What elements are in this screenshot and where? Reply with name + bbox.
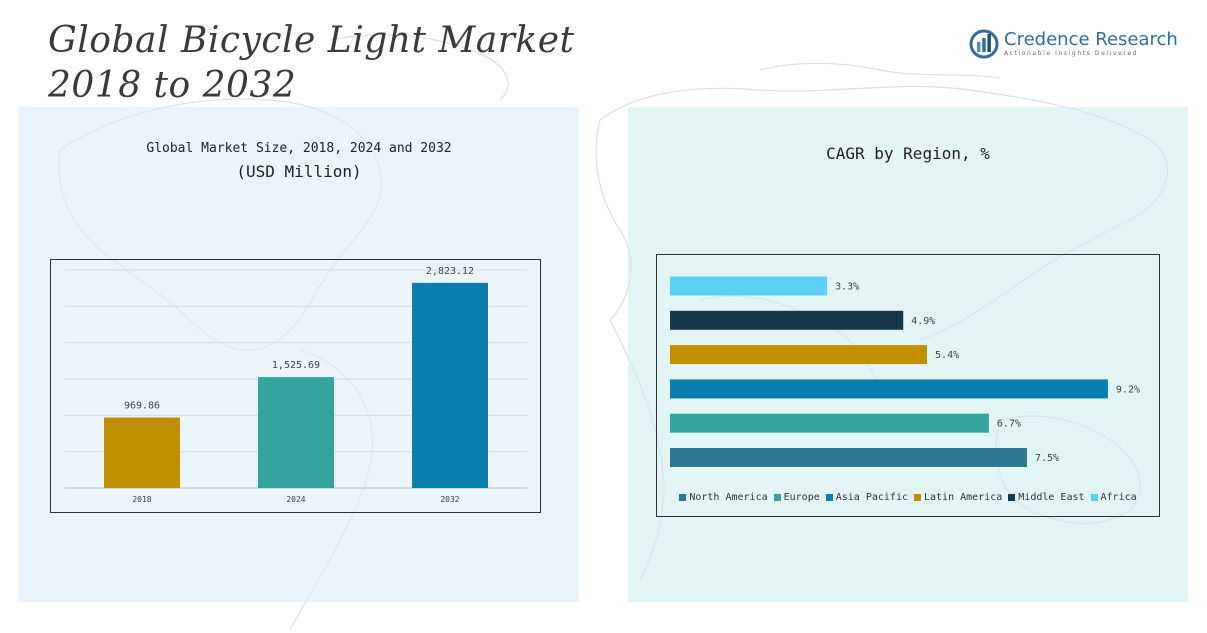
cagr-bar-chart: 3.3% 4.9% 5.4% 9.2% 6.7% 7.5%: [670, 276, 1140, 467]
legend-item: Africa: [1090, 492, 1137, 503]
logo-icon: [969, 29, 999, 59]
bar-2032: [412, 282, 488, 488]
legend-swatch: [1008, 494, 1016, 501]
legend-label: Asia Pacific: [835, 492, 908, 503]
legend-label: Europe: [783, 492, 820, 503]
x-tick-label: 2032: [440, 495, 459, 504]
bar-europe: [670, 413, 989, 433]
cagr-legend: North America Europe Asia Pacific Latin Ame…: [657, 492, 1159, 503]
x-tick-label: 2024: [286, 495, 305, 504]
bar-value-label: 1,525.69: [272, 360, 320, 371]
bar-value-label: 6.7%: [997, 419, 1021, 430]
page-title: Global Bicycle Light Market 2018 to 2032: [48, 18, 648, 108]
legend-label: North America: [689, 492, 768, 503]
legend-swatch: [679, 494, 687, 501]
legend-swatch: [914, 494, 921, 501]
legend-swatch: [1090, 494, 1098, 501]
bar-value-label: 5.4%: [935, 350, 959, 361]
bar-value-label: 2,823.12: [426, 266, 474, 277]
bar-value-label: 969.86: [124, 401, 160, 412]
legend-label: Latin America: [924, 492, 1003, 503]
legend-swatch: [773, 494, 781, 501]
bar-value-label: 9.2%: [1116, 384, 1140, 395]
bar-2018: [104, 417, 180, 488]
x-tick-label: 2018: [132, 495, 151, 504]
logo-tagline: Actionable Insights Delivered: [1004, 50, 1139, 57]
legend-label: Africa: [1100, 492, 1137, 503]
bar-value-label: 7.5%: [1035, 453, 1059, 464]
bar-middle-east: [670, 310, 904, 330]
bar-2024: [258, 377, 334, 488]
legend-item: North America: [679, 492, 768, 503]
legend-item: Middle East: [1008, 492, 1085, 503]
bar-value-label: 4.9%: [911, 316, 935, 327]
market-size-chart-frame: 969.86 2018 1,525.69 2024 2,823.12 2032: [50, 259, 541, 513]
bar-asia-pacific: [670, 379, 1108, 399]
legend-label: Middle East: [1018, 492, 1085, 503]
bar-africa: [670, 276, 828, 296]
title-line-1: Global Bicycle Light Market: [48, 20, 575, 61]
logo-name: Credence Research: [1004, 29, 1178, 50]
title-line-2: 2018 to 2032: [48, 65, 297, 106]
market-size-panel: Global Market Size, 2018, 2024 and 2032 …: [19, 107, 579, 602]
market-size-chart-title: Global Market Size, 2018, 2024 and 2032: [146, 141, 452, 156]
cagr-panel: CAGR by Region, % 3.3% 4.9% 5.4% 9.2% 6.7% 7.…: [628, 107, 1188, 602]
legend-swatch: [825, 494, 833, 501]
bar-value-label: 3.3%: [835, 282, 859, 293]
cagr-chart-title: CAGR by Region, %: [826, 144, 990, 163]
credence-research-logo: Credence Research Actionable Insights De…: [968, 28, 1178, 62]
legend-item: Europe: [773, 492, 820, 503]
legend-item: Latin America: [914, 492, 1002, 503]
legend-item: Asia Pacific: [825, 492, 908, 503]
bar-north-america: [670, 448, 1027, 467]
market-size-chart-subtitle: (USD Million): [236, 162, 362, 181]
bar-latin-america: [670, 345, 928, 365]
cagr-chart-frame: 3.3% 4.9% 5.4% 9.2% 6.7% 7.5% North America Eu…: [656, 254, 1160, 517]
market-size-bar-chart: 969.86 2018 1,525.69 2024 2,823.12 2032: [65, 266, 527, 504]
